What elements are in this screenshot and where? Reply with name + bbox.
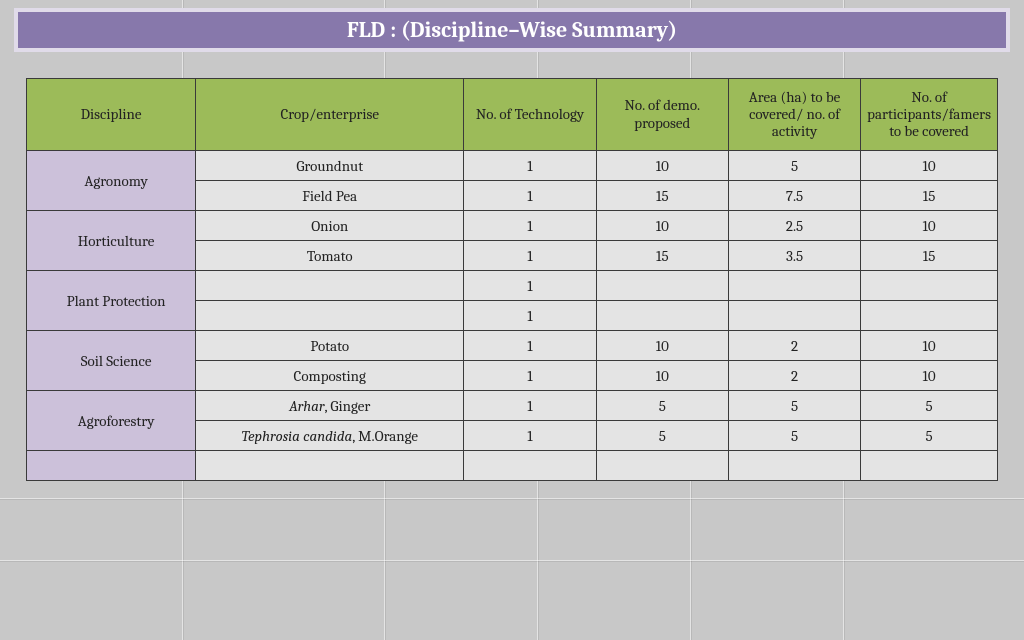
value-cell: 10	[861, 361, 998, 391]
discipline-cell: Agroforestry	[27, 391, 196, 451]
value-cell	[728, 271, 860, 301]
table-row-empty	[27, 451, 998, 481]
value-cell: 15	[596, 181, 728, 211]
value-cell: 1	[464, 211, 596, 241]
value-cell	[596, 301, 728, 331]
table-row: Soil SciencePotato110210	[27, 331, 998, 361]
value-cell	[861, 271, 998, 301]
discipline-cell: Horticulture	[27, 211, 196, 271]
table-body: AgronomyGroundnut110510Field Pea1157.515…	[27, 151, 998, 481]
value-cell	[728, 451, 860, 481]
value-cell	[464, 451, 596, 481]
value-cell: 10	[861, 331, 998, 361]
discipline-cell	[27, 451, 196, 481]
value-cell: 2	[728, 331, 860, 361]
crop-cell: Groundnut	[196, 151, 464, 181]
discipline-cell: Soil Science	[27, 331, 196, 391]
value-cell: 5	[728, 391, 860, 421]
value-cell: 10	[596, 211, 728, 241]
crop-cell: Field Pea	[196, 181, 464, 211]
table-row: AgroforestryArhar, Ginger1555	[27, 391, 998, 421]
value-cell: 5	[596, 421, 728, 451]
crop-cell: Tomato	[196, 241, 464, 271]
crop-cell: Potato	[196, 331, 464, 361]
value-cell: 10	[596, 151, 728, 181]
table-header-cell: Discipline	[27, 79, 196, 151]
value-cell: 5	[596, 391, 728, 421]
value-cell: 10	[861, 211, 998, 241]
value-cell: 1	[464, 241, 596, 271]
page-title: FLD : (Discipline–Wise Summary)	[347, 17, 677, 43]
value-cell	[596, 271, 728, 301]
table-header-cell: No. of participants/famers to be covered	[861, 79, 998, 151]
bg-grid-hline	[0, 498, 1024, 499]
value-cell	[196, 451, 464, 481]
value-cell: 3.5	[728, 241, 860, 271]
value-cell	[861, 451, 998, 481]
value-cell: 5	[728, 151, 860, 181]
value-cell: 10	[596, 361, 728, 391]
value-cell: 1	[464, 421, 596, 451]
value-cell: 1	[464, 331, 596, 361]
table-header-cell: Area (ha) to be covered/ no. of activity	[728, 79, 860, 151]
crop-cell: Onion	[196, 211, 464, 241]
value-cell: 15	[861, 181, 998, 211]
value-cell: 2.5	[728, 211, 860, 241]
table-row: AgronomyGroundnut110510	[27, 151, 998, 181]
crop-cell	[196, 271, 464, 301]
summary-table: DisciplineCrop/enterpriseNo. of Technolo…	[26, 78, 998, 481]
table-header-cell: No. of demo. proposed	[596, 79, 728, 151]
value-cell: 10	[596, 331, 728, 361]
value-cell: 1	[464, 361, 596, 391]
crop-cell	[196, 301, 464, 331]
bg-grid-hline	[0, 560, 1024, 561]
crop-cell: Composting	[196, 361, 464, 391]
value-cell: 7.5	[728, 181, 860, 211]
value-cell: 5	[861, 391, 998, 421]
value-cell: 5	[728, 421, 860, 451]
value-cell	[596, 451, 728, 481]
table-row: Plant Protection1	[27, 271, 998, 301]
page-title-bar: FLD : (Discipline–Wise Summary)	[14, 8, 1010, 52]
value-cell: 1	[464, 301, 596, 331]
discipline-cell: Plant Protection	[27, 271, 196, 331]
value-cell: 1	[464, 391, 596, 421]
table-header-cell: Crop/enterprise	[196, 79, 464, 151]
value-cell: 1	[464, 271, 596, 301]
crop-cell: Arhar, Ginger	[196, 391, 464, 421]
value-cell: 10	[861, 151, 998, 181]
value-cell: 15	[861, 241, 998, 271]
value-cell	[728, 301, 860, 331]
value-cell: 1	[464, 151, 596, 181]
table-row: HorticultureOnion1102.510	[27, 211, 998, 241]
value-cell: 15	[596, 241, 728, 271]
value-cell: 2	[728, 361, 860, 391]
discipline-cell: Agronomy	[27, 151, 196, 211]
table-header-cell: No. of Technology	[464, 79, 596, 151]
table-header-row: DisciplineCrop/enterpriseNo. of Technolo…	[27, 79, 998, 151]
crop-cell: Tephrosia candida, M.Orange	[196, 421, 464, 451]
value-cell	[861, 301, 998, 331]
value-cell: 5	[861, 421, 998, 451]
value-cell: 1	[464, 181, 596, 211]
